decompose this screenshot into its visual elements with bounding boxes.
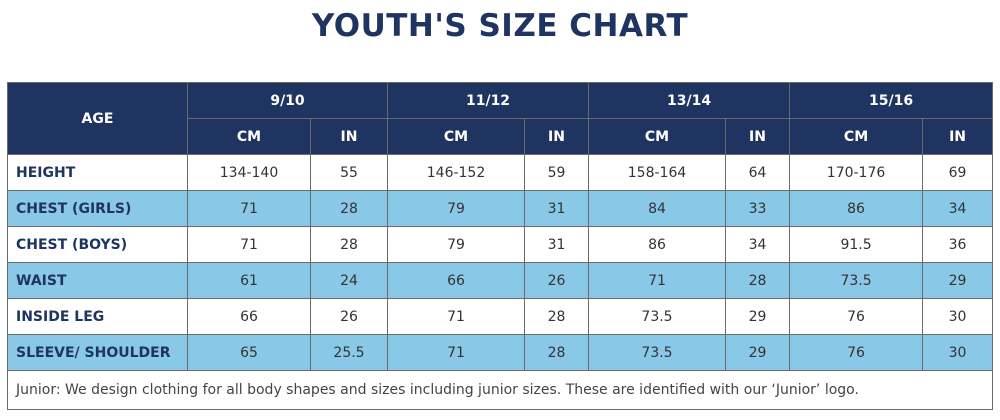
- unit-header: CM: [387, 118, 525, 155]
- cell: 84: [588, 190, 727, 227]
- header-row: AGE 9/10 11/12 13/14 15/16: [7, 82, 994, 155]
- data-row: SLEEVE/ SHOULDER 65 25.5 71 28 73.5 29 76 30: [7, 334, 994, 371]
- cell: 86: [588, 226, 727, 263]
- cell: 66: [387, 262, 525, 299]
- cell: 65: [187, 334, 311, 371]
- age-group-header: 11/12: [386, 82, 590, 119]
- age-group-header: 13/14: [588, 82, 791, 119]
- unit-header: IN: [310, 118, 388, 155]
- cell: 61: [187, 262, 311, 299]
- unit-row: CM IN CM IN CM IN CM IN: [8, 118, 994, 155]
- cell: 28: [310, 226, 388, 263]
- age-group-header: 9/10: [187, 82, 388, 119]
- cell: 86: [789, 190, 924, 227]
- row-label: HEIGHT: [7, 154, 188, 191]
- unit-header: CM: [789, 118, 924, 155]
- row-label: CHEST (BOYS): [7, 226, 188, 263]
- unit-header: IN: [725, 118, 791, 155]
- footer-row: Junior: We design clothing for all body …: [6, 370, 994, 410]
- size-table: AGE 9/10 11/12 13/14 15/16 CM IN CM IN CM IN CM IN HE…: [6, 82, 994, 410]
- cell: 55: [310, 154, 388, 191]
- cell: 28: [523, 334, 590, 371]
- cell: 73.5: [588, 334, 727, 371]
- cell: 73.5: [789, 262, 924, 299]
- cell: 24: [310, 262, 388, 299]
- cell: 59: [523, 154, 590, 191]
- data-row: CHEST (GIRLS) 71 28 79 31 84 33 86 34: [7, 190, 994, 227]
- cell: 31: [523, 190, 590, 227]
- cell: 28: [523, 298, 590, 335]
- cell: 71: [187, 190, 311, 227]
- cell: 26: [310, 298, 388, 335]
- unit-header: IN: [523, 118, 590, 155]
- cell: 30: [922, 298, 994, 335]
- cell: 79: [387, 226, 525, 263]
- cell: 36: [922, 226, 994, 263]
- data-row: HEIGHT 134-140 55 146-152 59 158-164 64 170-176…: [7, 154, 994, 191]
- cell: 71: [588, 262, 727, 299]
- cell: 134-140: [187, 154, 311, 191]
- cell: 34: [725, 226, 791, 263]
- cell: 69: [922, 154, 994, 191]
- cell: 30: [922, 334, 994, 371]
- cell: 28: [725, 262, 791, 299]
- data-row: INSIDE LEG 66 26 71 28 73.5 29 76 30: [7, 298, 994, 335]
- cell: 31: [523, 226, 590, 263]
- cell: 26: [523, 262, 590, 299]
- cell: 76: [789, 334, 924, 371]
- cell: 73.5: [588, 298, 727, 335]
- title: YOUTH'S SIZE CHART: [311, 8, 689, 44]
- cell: 71: [387, 298, 525, 335]
- unit-header: CM: [588, 118, 727, 155]
- cell: 25.5: [310, 334, 388, 371]
- cell: 28: [310, 190, 388, 227]
- row-label: INSIDE LEG: [7, 298, 188, 335]
- cell: 33: [725, 190, 791, 227]
- cell: 34: [922, 190, 994, 227]
- row-label: WAIST: [7, 262, 188, 299]
- corner-header: AGE: [7, 82, 188, 155]
- cell: 64: [725, 154, 791, 191]
- data-row: WAIST 61 24 66 26 71 28 73.5 29: [7, 262, 994, 299]
- table-body: AGE 9/10 11/12 13/14 15/16 CM IN CM IN CM IN CM IN HE…: [6, 82, 994, 410]
- age-group-header: 15/16: [789, 82, 994, 119]
- footer-note: Junior: We design clothing for all body …: [6, 370, 994, 410]
- data-row: CHEST (BOYS) 71 28 79 31 86 34 91.5 36: [7, 226, 994, 263]
- row-label: CHEST (GIRLS): [7, 190, 188, 227]
- cell: 170-176: [789, 154, 924, 191]
- cell: 76: [789, 298, 924, 335]
- cell: 158-164: [588, 154, 727, 191]
- cell: 79: [387, 190, 525, 227]
- cell: 66: [187, 298, 311, 335]
- cell: 29: [725, 334, 791, 371]
- unit-header: CM: [187, 118, 311, 155]
- cell: 146-152: [387, 154, 525, 191]
- row-label: SLEEVE/ SHOULDER: [7, 334, 188, 371]
- unit-header: IN: [922, 118, 994, 155]
- cell: 29: [922, 262, 994, 299]
- cell: 29: [725, 298, 791, 335]
- cell: 71: [187, 226, 311, 263]
- cell: 91.5: [789, 226, 924, 263]
- cell: 71: [387, 334, 525, 371]
